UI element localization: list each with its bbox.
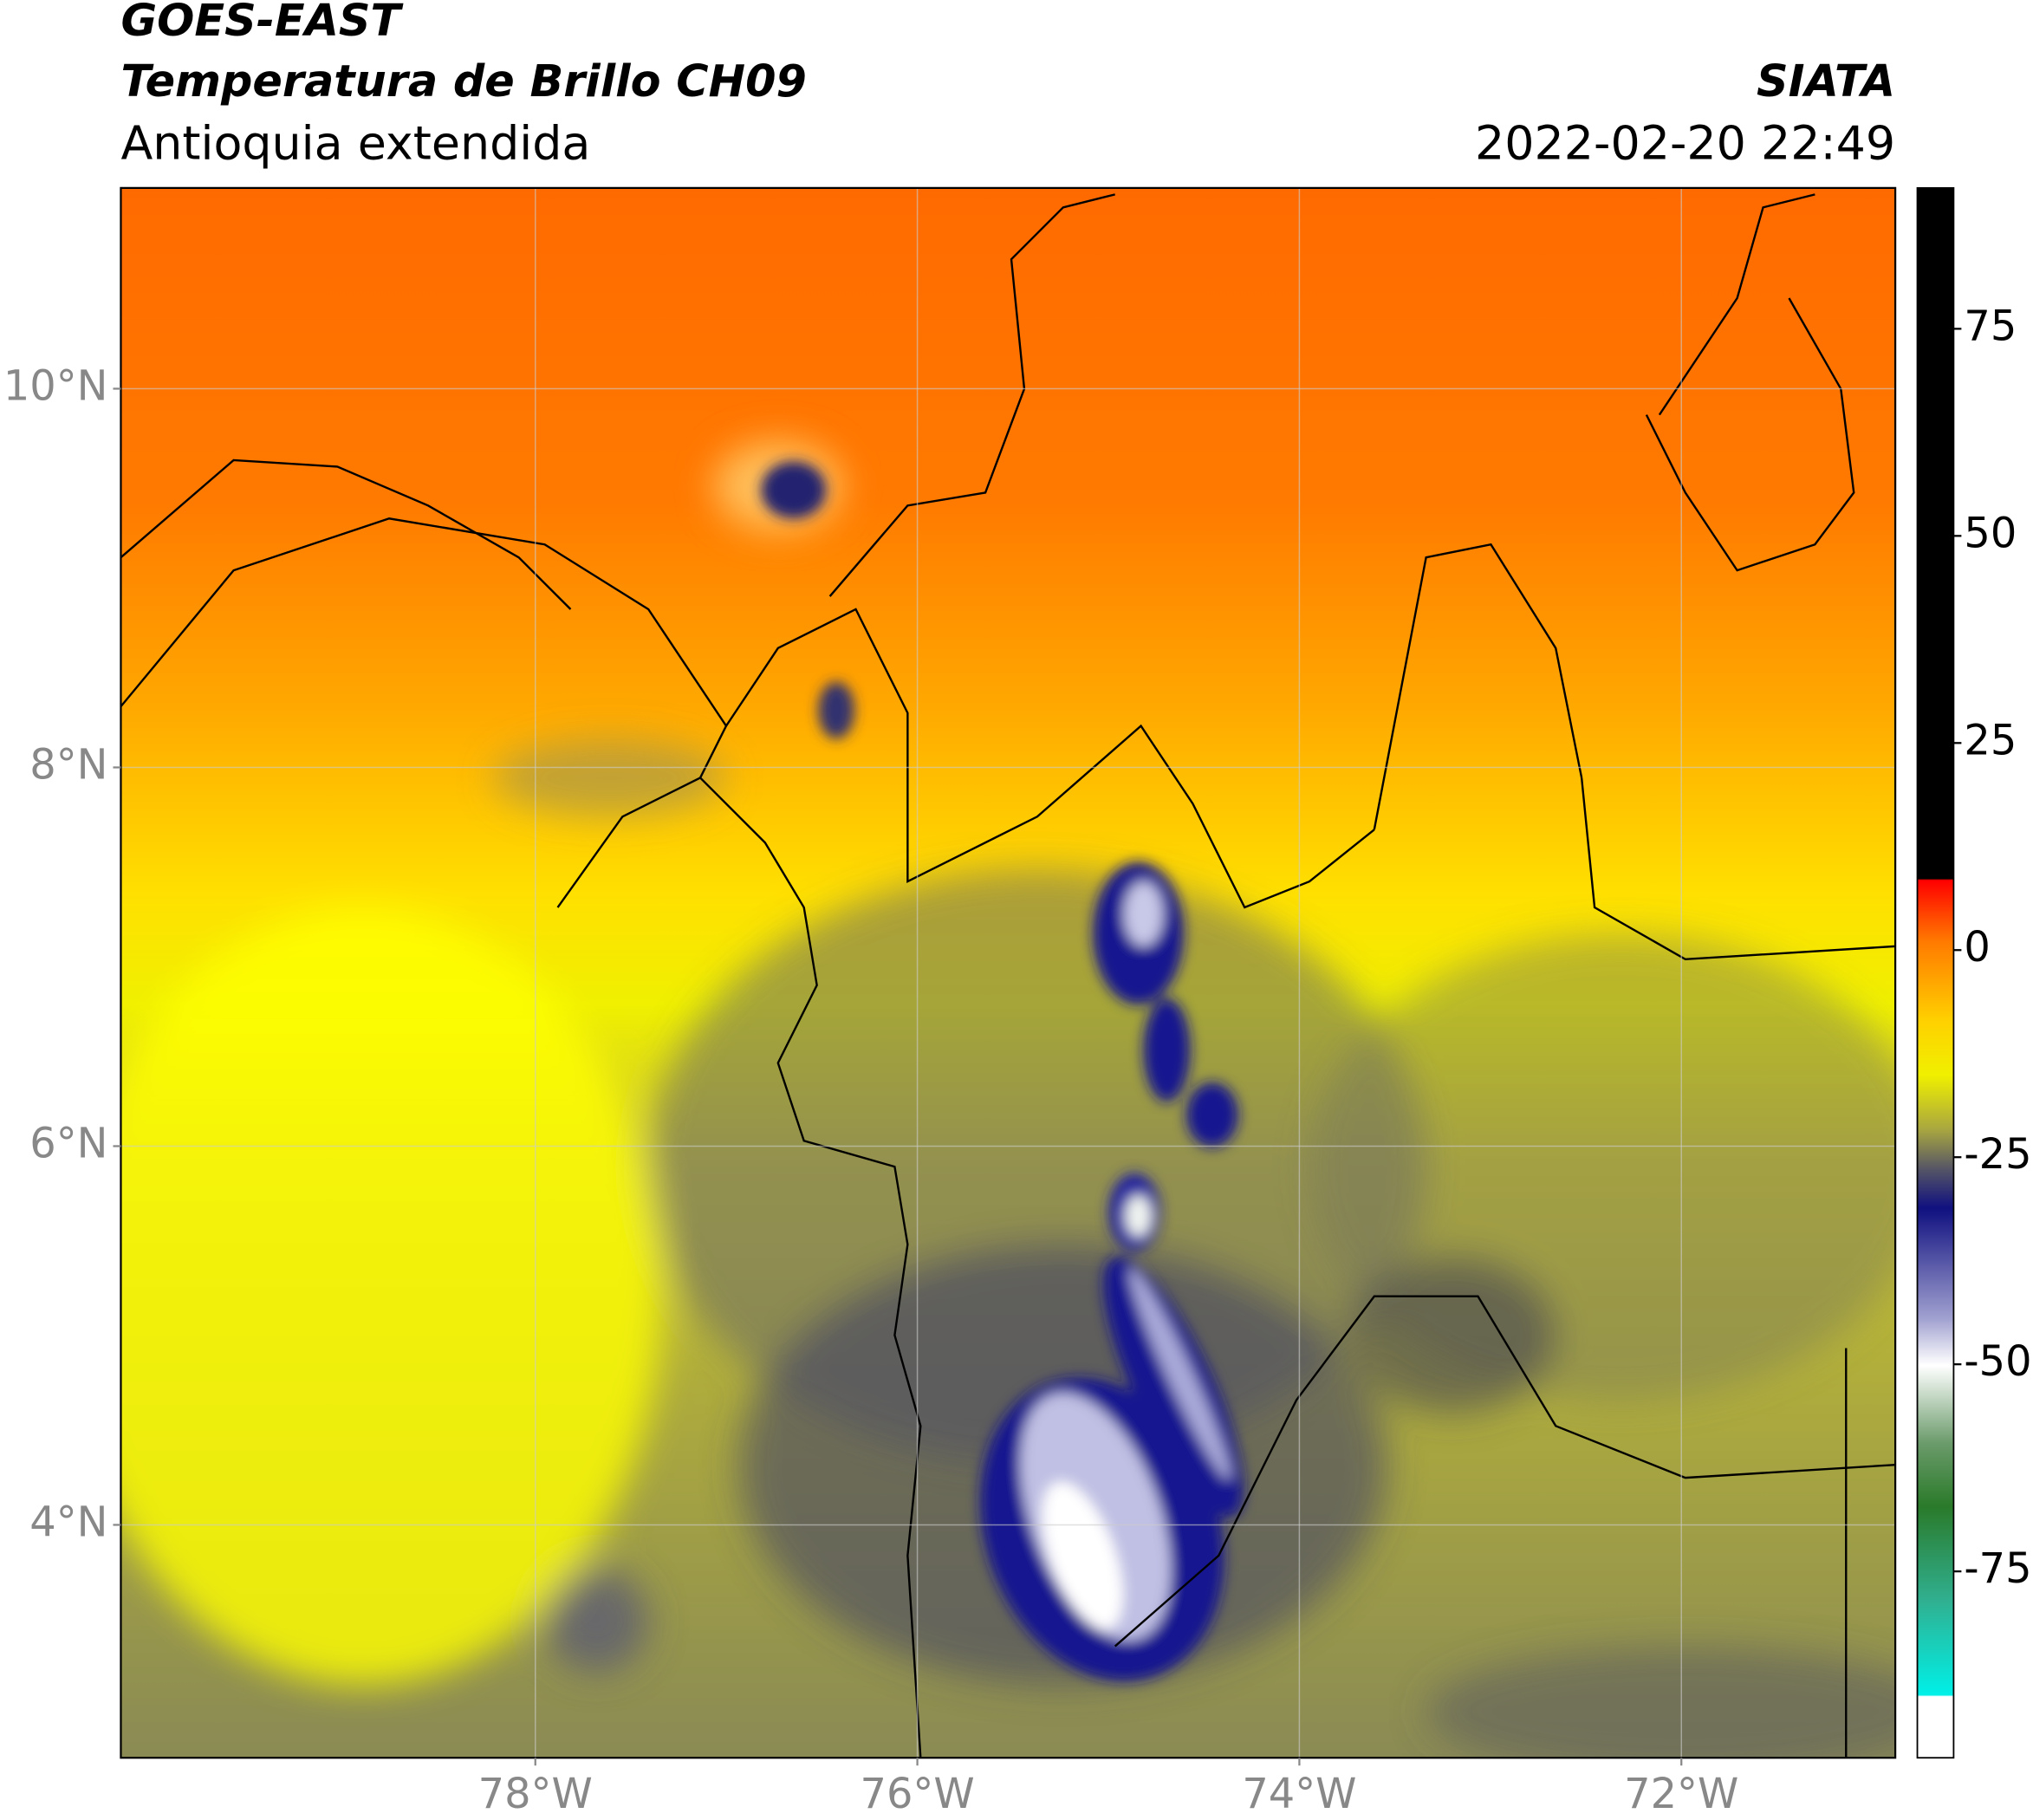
x-tick-label: 78°W bbox=[478, 1771, 593, 1818]
datetime: 2022-02-20 22:49 bbox=[1475, 116, 1895, 171]
y-tick-label: 6°N bbox=[29, 1120, 107, 1167]
grid bbox=[120, 187, 1896, 1758]
title-satellite: GOES-EAST bbox=[120, 0, 404, 46]
colorbar bbox=[1916, 186, 1955, 1759]
map-image bbox=[120, 187, 1896, 1758]
axes: 78°W 76°W 74°W 72°W 4°N 6°N 8°N 10°N bbox=[3, 362, 1738, 1818]
source: SIATA bbox=[1757, 55, 1895, 107]
colorbar-ticks: 75 50 25 0 -25 -50 -75 bbox=[1953, 302, 2032, 1593]
region: Antioquia extendida bbox=[120, 116, 590, 171]
x-tick-label: 76°W bbox=[861, 1771, 975, 1818]
y-tick-label: 10°N bbox=[3, 362, 108, 410]
y-tick-label: 4°N bbox=[29, 1498, 107, 1546]
title-product: Temperatura de Brillo CH09 bbox=[120, 55, 806, 107]
x-tick-label: 74°W bbox=[1242, 1771, 1356, 1818]
y-tick-label: 8°N bbox=[29, 741, 107, 789]
colorbar-tick-label: -75 bbox=[1964, 1545, 2031, 1593]
colorbar-tick-label: -25 bbox=[1964, 1131, 2031, 1179]
colorbar-tick-label: 0 bbox=[1964, 924, 1990, 972]
map-frame bbox=[120, 186, 1897, 1759]
colorbar-tick-label: -50 bbox=[1964, 1338, 2031, 1386]
colorbar-tick-label: 25 bbox=[1964, 717, 2017, 764]
colorbar-tick-label: 75 bbox=[1964, 302, 2017, 350]
colorbar-tick-label: 50 bbox=[1964, 510, 2017, 557]
x-tick-label: 72°W bbox=[1624, 1771, 1738, 1818]
